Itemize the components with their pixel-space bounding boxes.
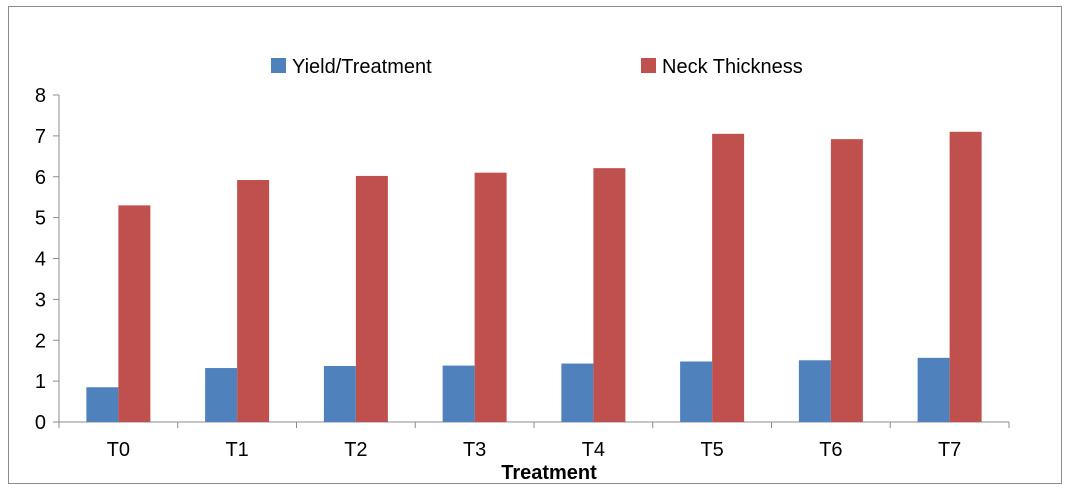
bar-yield-treatment-t7 — [917, 357, 950, 422]
y-axis: 0 1 2 3 4 5 6 7 8 — [35, 85, 60, 434]
x-tick-label: T0 — [107, 439, 130, 461]
bar-neck-thickness-t7 — [949, 131, 982, 422]
y-tick-label: 7 — [35, 126, 46, 148]
bar-neck-thickness-t5 — [712, 133, 745, 423]
bar-yield-treatment-t6 — [798, 360, 831, 422]
bar-yield-treatment-t5 — [680, 361, 713, 422]
bar-neck-thickness-t0 — [118, 205, 151, 422]
bar-yield-treatment-t0 — [86, 387, 119, 422]
y-tick-label: 3 — [35, 289, 46, 311]
bar-chart: Yield/Treatment Neck Thickness 012345678 … — [35, 56, 1010, 484]
x-tick-label: T5 — [700, 439, 723, 461]
bar-yield-treatment-t1 — [205, 368, 238, 422]
x-tick-label: T7 — [938, 439, 961, 461]
x-tick-label: T2 — [344, 439, 367, 461]
x-axis-title: Treatment — [501, 462, 597, 483]
x-tick-label: T3 — [463, 439, 486, 461]
x-tick-label: T6 — [819, 439, 842, 461]
bar-yield-treatment-t2 — [323, 366, 356, 422]
bar-neck-thickness-t2 — [355, 175, 388, 422]
legend: Yield/Treatment Neck Thickness — [271, 56, 803, 78]
legend-label: Yield/Treatment — [292, 56, 432, 78]
bar-neck-thickness-t1 — [237, 180, 270, 422]
bar-yield-treatment-t3 — [442, 365, 475, 422]
x-axis: T0 T1 T2 T3 T4 T5 T6 T7 — [58, 421, 1010, 461]
y-tick-label: 1 — [35, 371, 46, 393]
legend-swatch — [271, 58, 286, 73]
bar-neck-thickness-t6 — [830, 139, 863, 422]
x-tick-label: T4 — [582, 439, 605, 461]
bars — [86, 131, 982, 423]
y-tick-label: 5 — [35, 208, 46, 230]
y-tick-label: 8 — [35, 85, 46, 107]
x-tick-label: T1 — [225, 439, 248, 461]
y-tick-label: 6 — [35, 167, 46, 189]
y-tick-label: 2 — [35, 330, 46, 352]
bar-neck-thickness-t3 — [474, 172, 507, 422]
y-tick-label: 4 — [35, 249, 46, 271]
legend-label: Neck Thickness — [662, 56, 803, 78]
bar-yield-treatment-t4 — [561, 363, 594, 422]
legend-swatch — [641, 58, 656, 73]
y-tick-label: 0 — [35, 412, 46, 434]
bar-neck-thickness-t4 — [593, 168, 626, 422]
